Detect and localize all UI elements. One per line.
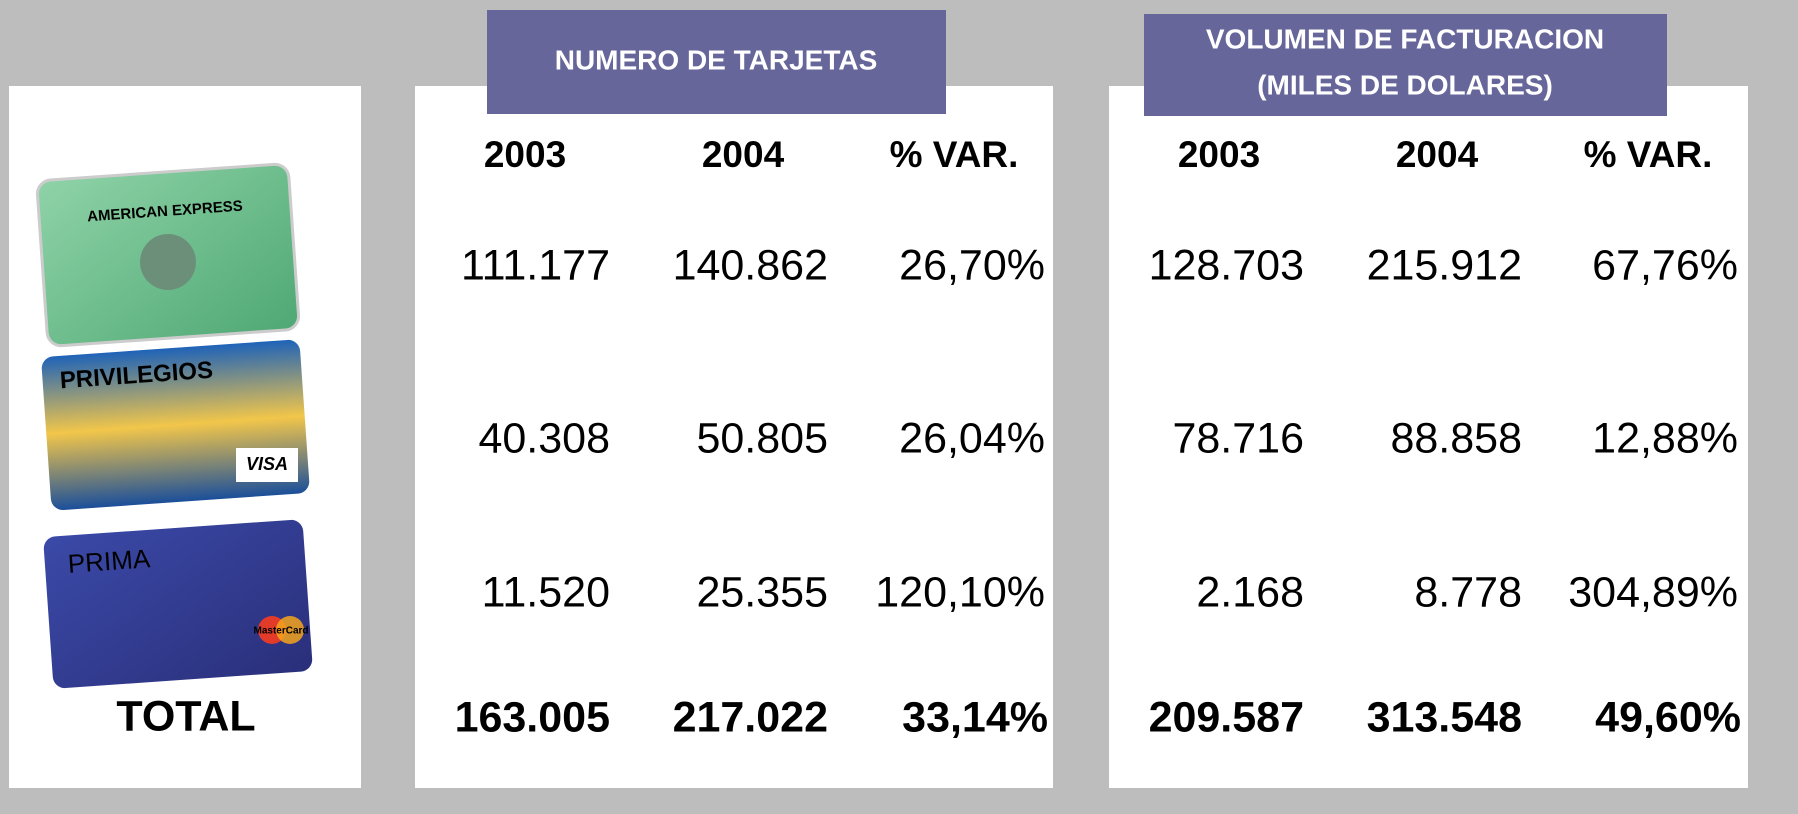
column-header: 2003 [484, 134, 566, 175]
cell: 40.308 [478, 414, 610, 462]
column-header: % VAR. [890, 134, 1019, 175]
card-network: MasterCard [253, 626, 308, 637]
card-emblem [140, 234, 196, 290]
total-cell: 209.587 [1149, 693, 1304, 741]
total-cell: 217.022 [673, 693, 828, 741]
cell: 26,70% [899, 241, 1045, 289]
column-header: 2003 [1178, 134, 1260, 175]
cell: 304,89% [1568, 568, 1738, 616]
group-title: (MILES DE DOLARES) [1257, 69, 1553, 100]
prima-card [43, 519, 313, 689]
cell: 50.805 [696, 414, 828, 462]
total-cell: 49,60% [1595, 693, 1741, 741]
cell: 120,10% [875, 568, 1045, 616]
cell: 11.520 [482, 568, 610, 616]
cell: 78.716 [1172, 414, 1304, 462]
cell: 140.862 [673, 241, 828, 289]
cell: 88.858 [1390, 414, 1522, 462]
cell: 25.355 [696, 568, 828, 616]
cell: 2.168 [1196, 568, 1304, 616]
column-header: 2004 [702, 134, 785, 175]
column-header: 2004 [1396, 134, 1479, 175]
cell: 215.912 [1367, 241, 1522, 289]
card-image [43, 519, 313, 689]
total-cell: 163.005 [455, 693, 610, 741]
cell: 67,76% [1592, 241, 1738, 289]
page: NUMERO DE TARJETAS 2003 2004 % VAR. 111.177 1… [0, 0, 1798, 814]
slide: NUMERO DE TARJETAS 2003 2004 % VAR. 111.177 1… [0, 0, 1798, 814]
cell: 26,04% [899, 414, 1045, 462]
group-title: VOLUMEN DE FACTURACION [1206, 23, 1604, 54]
total-cell: 313.548 [1367, 693, 1522, 741]
card-brand: PRIMA [67, 543, 152, 579]
column-header: % VAR. [1584, 134, 1713, 175]
cell: 8.778 [1414, 568, 1522, 616]
total-cell: 33,14% [902, 693, 1048, 741]
cell: 128.703 [1149, 241, 1304, 289]
cell: 111.177 [461, 241, 610, 289]
amex-card [37, 163, 300, 346]
card-network: VISA [246, 454, 288, 474]
cell: 12,88% [1592, 414, 1738, 462]
total-label: TOTAL [116, 692, 255, 740]
group-title: NUMERO DE TARJETAS [555, 44, 878, 75]
